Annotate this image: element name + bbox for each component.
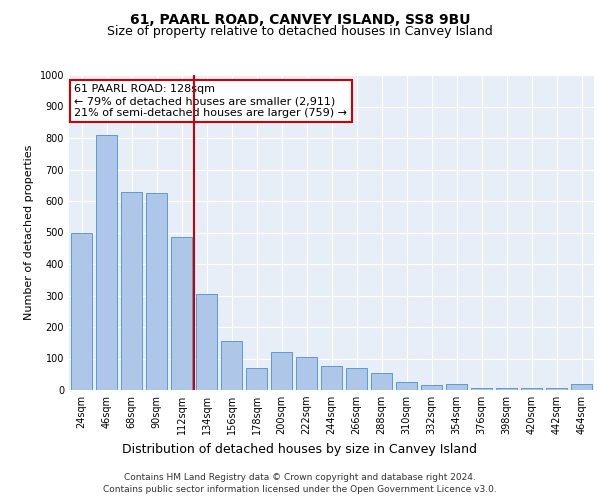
Bar bbox=[571, 384, 592, 390]
Text: 61, PAARL ROAD, CANVEY ISLAND, SS8 9BU: 61, PAARL ROAD, CANVEY ISLAND, SS8 9BU bbox=[130, 12, 470, 26]
Bar bbox=[271, 352, 292, 390]
Bar bbox=[296, 357, 317, 390]
Text: Contains public sector information licensed under the Open Government Licence v3: Contains public sector information licen… bbox=[103, 485, 497, 494]
Bar bbox=[346, 368, 367, 390]
Y-axis label: Number of detached properties: Number of detached properties bbox=[24, 145, 34, 320]
Bar bbox=[321, 366, 342, 390]
Bar bbox=[396, 382, 417, 390]
Text: Size of property relative to detached houses in Canvey Island: Size of property relative to detached ho… bbox=[107, 25, 493, 38]
Bar bbox=[221, 341, 242, 390]
Bar bbox=[146, 193, 167, 390]
Bar bbox=[121, 192, 142, 390]
Bar bbox=[371, 372, 392, 390]
Bar bbox=[471, 388, 492, 390]
Bar bbox=[71, 232, 92, 390]
Bar bbox=[246, 368, 267, 390]
Bar bbox=[496, 388, 517, 390]
Bar bbox=[171, 237, 192, 390]
Bar bbox=[546, 388, 567, 390]
Text: Distribution of detached houses by size in Canvey Island: Distribution of detached houses by size … bbox=[122, 442, 478, 456]
Text: Contains HM Land Registry data © Crown copyright and database right 2024.: Contains HM Land Registry data © Crown c… bbox=[124, 472, 476, 482]
Bar bbox=[521, 388, 542, 390]
Bar bbox=[446, 384, 467, 390]
Bar bbox=[196, 294, 217, 390]
Bar bbox=[96, 135, 117, 390]
Text: 61 PAARL ROAD: 128sqm
← 79% of detached houses are smaller (2,911)
21% of semi-d: 61 PAARL ROAD: 128sqm ← 79% of detached … bbox=[74, 84, 347, 117]
Bar bbox=[421, 386, 442, 390]
